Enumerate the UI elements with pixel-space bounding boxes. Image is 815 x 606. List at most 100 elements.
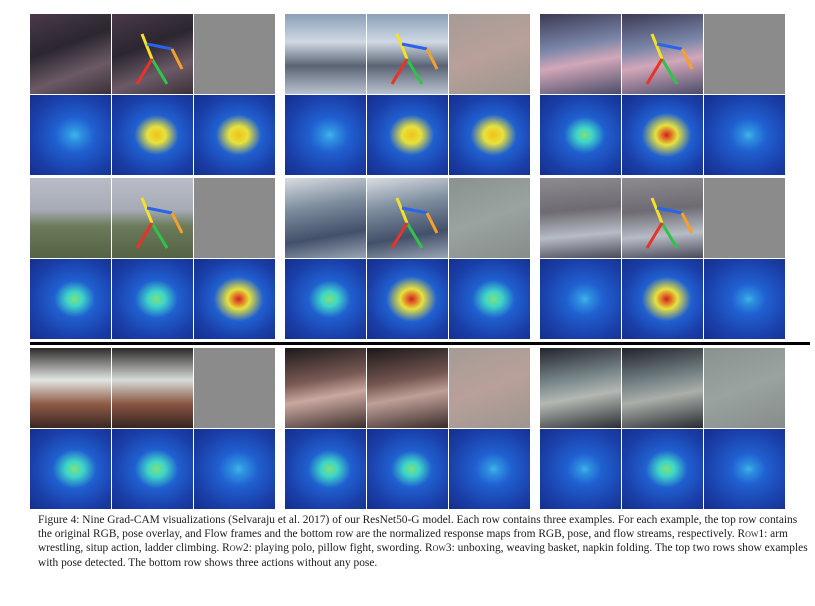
pillow-fight-pose-skeleton (390, 197, 439, 249)
swording-flow-response-map (704, 259, 785, 339)
swording-pose-limb (650, 197, 664, 224)
ladder-climbing-pose-overlay-frame (622, 14, 703, 94)
situp-action-pose-overlay-frame (367, 14, 448, 94)
arm-wrestling-pose-overlay-frame (112, 14, 193, 94)
napkin-folding-flow-response-map (704, 429, 785, 509)
arm-wrestling-pose-limb (135, 58, 154, 85)
pillow-fight-pose-limb (401, 206, 428, 215)
ladder-climbing-pose-limb (650, 33, 664, 60)
ladder-climbing-pose-skeleton (645, 33, 694, 85)
swording-pose-limb (656, 206, 683, 215)
playing-polo-pose-limb (135, 222, 154, 249)
situp-action-pose-skeleton (390, 33, 439, 85)
napkin-folding-rgb-frame (540, 348, 621, 428)
pillow-fight-pose-limb (425, 212, 439, 234)
ladder-climbing-pose-response-map (622, 95, 703, 175)
pillow-fight-pose-limb (395, 197, 409, 224)
situp-action-flow-response-map (449, 95, 530, 175)
situp-action-pose-limb (405, 58, 424, 85)
playing-polo-pose-skeleton (135, 197, 184, 249)
arm-wrestling-flow-frame (194, 14, 275, 94)
pillow-fight-pose-limb (405, 222, 424, 249)
caption-text-1: Nine Grad-CAM visualizations (Selvaraju … (38, 514, 798, 541)
ladder-climbing-rgb-response-map (540, 95, 621, 175)
figure-caption: Figure 4: Nine Grad-CAM visualizations (… (38, 513, 808, 570)
playing-polo-flow-response-map (194, 259, 275, 339)
arm-wrestling-pose-skeleton (135, 33, 184, 85)
ladder-climbing-flow-frame (704, 14, 785, 94)
figure-grid (30, 14, 785, 509)
caption-row1-label: Row1 (737, 528, 765, 541)
weaving-basket-pose-overlay-frame (367, 348, 448, 428)
ladder-climbing-pose-limb (660, 58, 679, 85)
unboxing-rgb-frame (30, 348, 111, 428)
swording-flow-frame (704, 178, 785, 258)
arm-wrestling-pose-limb (140, 33, 154, 60)
playing-polo-pose-overlay-frame (112, 178, 193, 258)
arm-wrestling-rgb-response-map (30, 95, 111, 175)
ladder-climbing-pose-limb (656, 42, 683, 51)
ladder-climbing-rgb-frame (540, 14, 621, 94)
arm-wrestling-pose-limb (146, 42, 173, 51)
weaving-basket-flow-response-map (449, 429, 530, 509)
unboxing-pose-response-map (112, 429, 193, 509)
swording-pose-limb (645, 222, 664, 249)
ladder-climbing-flow-response-map (704, 95, 785, 175)
unboxing-pose-overlay-frame (112, 348, 193, 428)
situp-action-pose-limb (395, 33, 409, 60)
playing-polo-pose-limb (140, 197, 154, 224)
situp-action-pose-limb (390, 58, 409, 85)
situp-action-pose-limb (425, 48, 439, 70)
pillow-fight-rgb-response-map (285, 259, 366, 339)
situp-action-flow-frame (449, 14, 530, 94)
playing-polo-pose-response-map (112, 259, 193, 339)
playing-polo-rgb-frame (30, 178, 111, 258)
caption-row2-text: : playing polo, pillow fight, swording. (248, 542, 425, 555)
pillow-fight-flow-response-map (449, 259, 530, 339)
weaving-basket-rgb-frame (285, 348, 366, 428)
caption-row2-label: Row2 (222, 542, 249, 555)
arm-wrestling-rgb-frame (30, 14, 111, 94)
playing-polo-rgb-response-map (30, 259, 111, 339)
caption-row3-text: : unboxing, weaving basket, napkin foldi… (38, 542, 808, 569)
swording-pose-response-map (622, 259, 703, 339)
pillow-fight-rgb-frame (285, 178, 366, 258)
arm-wrestling-pose-response-map (112, 95, 193, 175)
swording-rgb-frame (540, 178, 621, 258)
situp-action-pose-response-map (367, 95, 448, 175)
ladder-climbing-pose-limb (645, 58, 664, 85)
pillow-fight-pose-limb (390, 222, 409, 249)
swording-pose-overlay-frame (622, 178, 703, 258)
unboxing-flow-response-map (194, 429, 275, 509)
pillow-fight-pose-response-map (367, 259, 448, 339)
weaving-basket-flow-frame (449, 348, 530, 428)
weaving-basket-rgb-response-map (285, 429, 366, 509)
napkin-folding-flow-frame (704, 348, 785, 428)
swording-pose-limb (680, 212, 694, 234)
caption-label: Figure 4: (38, 514, 80, 526)
napkin-folding-rgb-response-map (540, 429, 621, 509)
napkin-folding-pose-response-map (622, 429, 703, 509)
arm-wrestling-pose-limb (150, 58, 169, 85)
ladder-climbing-pose-limb (680, 48, 694, 70)
unboxing-flow-frame (194, 348, 275, 428)
playing-polo-pose-limb (146, 206, 173, 215)
row-separator-rule (30, 342, 810, 345)
situp-action-rgb-response-map (285, 95, 366, 175)
arm-wrestling-pose-limb (170, 48, 184, 70)
swording-pose-limb (660, 222, 679, 249)
caption-row1-text: : arm wrestling, situp action, ladder cl… (38, 528, 788, 555)
pillow-fight-flow-frame (449, 178, 530, 258)
weaving-basket-pose-response-map (367, 429, 448, 509)
situp-action-pose-limb (401, 42, 428, 51)
swording-pose-skeleton (645, 197, 694, 249)
playing-polo-pose-limb (150, 222, 169, 249)
swording-rgb-response-map (540, 259, 621, 339)
unboxing-rgb-response-map (30, 429, 111, 509)
caption-row3-label: Row3 (424, 542, 452, 555)
napkin-folding-pose-overlay-frame (622, 348, 703, 428)
playing-polo-pose-limb (170, 212, 184, 234)
playing-polo-flow-frame (194, 178, 275, 258)
pillow-fight-pose-overlay-frame (367, 178, 448, 258)
arm-wrestling-flow-response-map (194, 95, 275, 175)
